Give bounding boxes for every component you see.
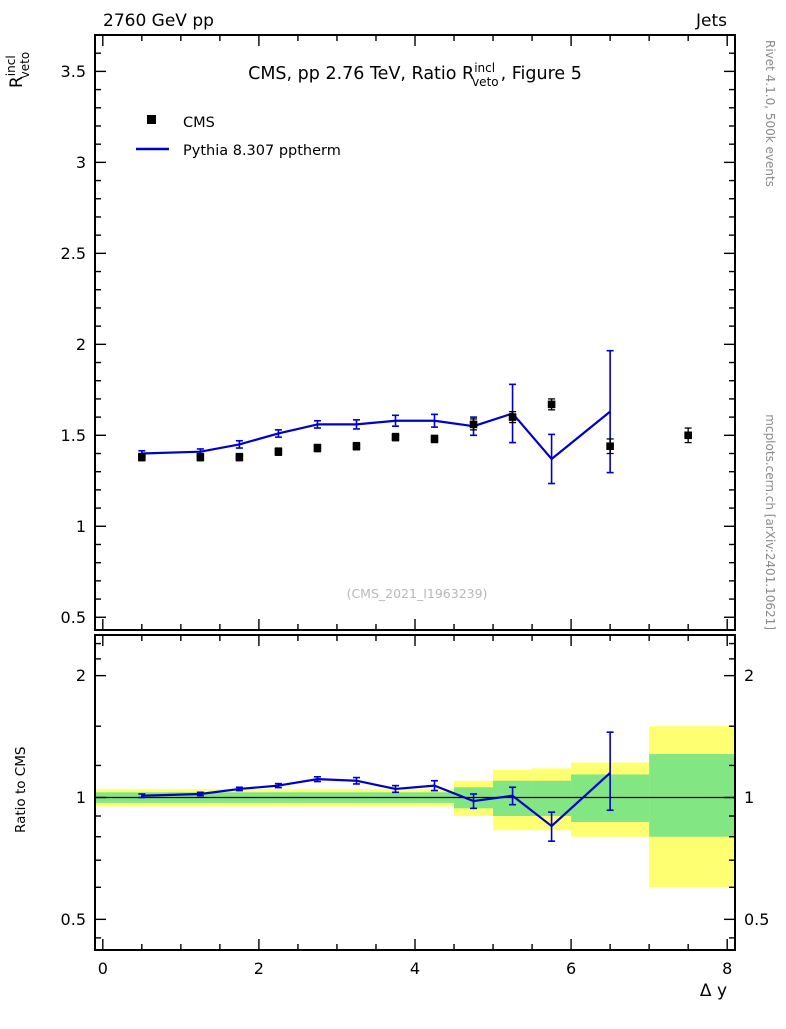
legend-marker-cms [147,115,156,124]
uncertainty-band [532,780,572,817]
tick-label: 1 [76,788,86,807]
main-panel: 0.5 1 1.5 2 2.5 3 3.5 [61,34,736,631]
data-point-marker [430,435,439,443]
ratio-y-axis-label: Ratio to CMS [13,747,29,833]
mcplots-arxiv-text: mcplots.cern.ch [arXiv:2401.10621] [763,414,777,630]
header-topic-label: Jets [695,11,727,31]
tick-label: 1 [744,788,754,807]
data-point-marker [606,442,614,451]
header-beam-label: 2760 GeV pp [103,11,214,31]
tick-label: 1.5 [61,426,86,445]
tick-label: 6 [566,959,576,978]
rivet-version-text: Rivet 4.1.0, 500k events [763,40,777,187]
legend: CMS Pythia 8.307 pptherm [136,115,341,159]
legend-label-cms: CMS [183,115,215,131]
data-point-marker [235,453,244,461]
uncertainty-band [649,754,735,837]
data-point-marker [313,444,322,452]
ratio-line [141,772,611,828]
tick-label: 2.5 [61,244,86,263]
tick-label: 4 [410,959,420,978]
tick-label: 2 [254,959,264,978]
data-point-marker [547,400,556,409]
tick-label: 2 [744,666,754,685]
ratio-panel: 0 2 4 6 8 0.5 0.5 1 1 2 2 [61,634,769,978]
tick-label: 8 [722,959,732,978]
analysis-watermark: (CMS_2021_I1963239) [347,586,488,601]
plot-title: CMS, pp 2.76 TeV, Ratio Rincl veto, Figur… [248,61,582,89]
tick-label: 0.5 [61,608,86,627]
data-point-marker [138,453,146,461]
data-point-marker [274,447,283,456]
data-point-marker [508,413,517,421]
x-axis-label: Δ y [700,981,727,1001]
tick-label: 0.5 [61,910,86,929]
tick-label: 3 [76,153,86,172]
data-point-marker [391,433,400,441]
tick-label: 3.5 [61,62,86,81]
data-point-marker [352,442,361,451]
tick-label: 2 [76,335,86,354]
data-point-marker [684,431,692,440]
data-point-marker [469,420,478,429]
data-point-marker [196,453,205,461]
tick-label: 0 [98,959,108,978]
main-y-axis-label: Rinclveto [4,52,32,88]
tick-label: 0.5 [744,910,769,929]
mc-prediction-line [141,410,611,461]
tick-label: 1 [76,517,86,536]
legend-label-pythia: Pythia 8.307 pptherm [183,143,341,159]
tick-label: 2 [76,666,86,685]
